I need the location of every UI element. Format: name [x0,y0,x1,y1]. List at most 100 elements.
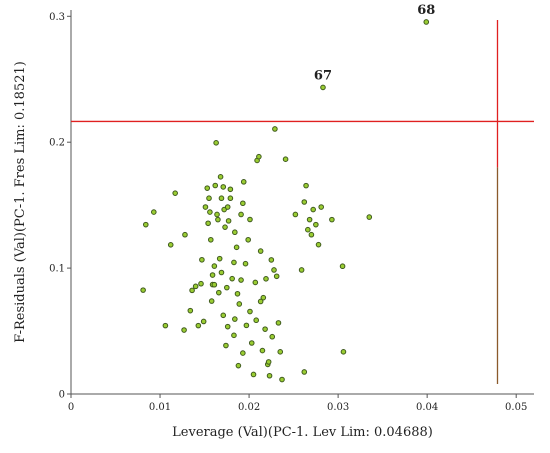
data-point [218,195,225,202]
limit-lines [71,20,534,384]
y-tick-label: 0.3 [49,12,65,23]
data-point [140,287,146,293]
data-point [260,294,267,301]
data-point [207,209,213,215]
data-point [215,216,221,223]
data-point [263,276,269,282]
data-point [313,221,319,228]
data-point [218,269,225,276]
data-point [213,140,219,146]
data-point [238,277,244,283]
data-point [340,349,347,355]
x-tick-label: 0.01 [149,402,171,413]
data-point [214,211,220,218]
data-point [271,267,277,273]
data-point [195,322,202,329]
data-point [252,279,259,286]
y-tick-label: 0 [59,390,65,401]
data-point [247,216,253,223]
data-point [225,218,232,224]
x-tick-label: 0.05 [505,402,527,413]
data-point [257,298,264,305]
data-point [305,226,311,233]
data-point [231,259,237,266]
data-point [273,273,280,280]
axes: 0 0.01 0.02 0.03 0.04 0.05 0 0.1 0.2 0.3 [49,10,534,413]
data-point [272,126,278,132]
data-point [269,333,276,340]
data-point [306,216,313,223]
data-point [167,242,174,248]
data-point [209,272,216,278]
data-point [257,248,264,254]
data-point [234,290,241,297]
y-axis-title: F-Residuals (Val)(PC-1. Fres Lim: 0.1852… [13,61,28,343]
data-point [268,257,275,263]
data-point [245,236,251,243]
data-point [142,221,149,228]
data-point [187,307,194,314]
data-point [232,316,238,322]
data-point [275,320,282,326]
data-point [207,236,214,243]
data-point [318,204,324,210]
data-point [339,263,346,270]
data-point [298,267,305,273]
data-point [292,211,299,218]
x-tick-label: 0.03 [327,402,349,413]
data-point [266,372,273,379]
data-point [301,369,308,375]
data-point [301,199,308,205]
data-point [238,211,244,218]
x-tick-label: 0.02 [238,402,260,413]
data-point [262,326,268,332]
data-point [220,184,227,190]
data-point [310,206,316,213]
x-axis-title: Leverage (Val)(PC-1. Lev Lim: 0.04688) [172,425,433,440]
data-point [242,260,249,267]
data-point [423,19,430,25]
data-point [315,241,322,248]
data-point [253,317,260,324]
data-point [222,224,228,230]
data-point [216,255,223,262]
data-point [204,185,211,191]
data-point [240,179,247,185]
point-label: 68 [417,3,435,18]
data-point [265,359,272,365]
y-tick-label: 0.2 [49,138,65,149]
x-tick-label: 0 [68,402,74,413]
data-point [282,156,289,162]
data-point [232,229,238,236]
point-labels: 68 67 [314,3,435,83]
data-point [320,84,326,91]
data-point [211,281,218,288]
data-point [233,244,240,251]
data-point [227,195,234,202]
data-point [182,231,188,238]
data-point [277,349,284,355]
data-point [216,289,222,296]
data-point [247,308,253,315]
data-point [248,340,255,346]
point-label: 67 [314,68,332,83]
data-point [206,195,212,202]
data-point [205,220,211,227]
data-point [329,216,335,223]
data-point [366,214,373,220]
data-point [181,327,187,333]
data-point [250,371,257,378]
data-point [243,322,250,329]
data-point [224,323,231,330]
data-point [224,204,231,210]
data-points [140,19,430,383]
data-point [259,347,266,354]
data-point [240,200,246,207]
data-point [235,362,242,369]
data-point [217,174,224,180]
data-point [200,318,207,325]
data-point [308,231,315,238]
data-point [303,182,309,189]
